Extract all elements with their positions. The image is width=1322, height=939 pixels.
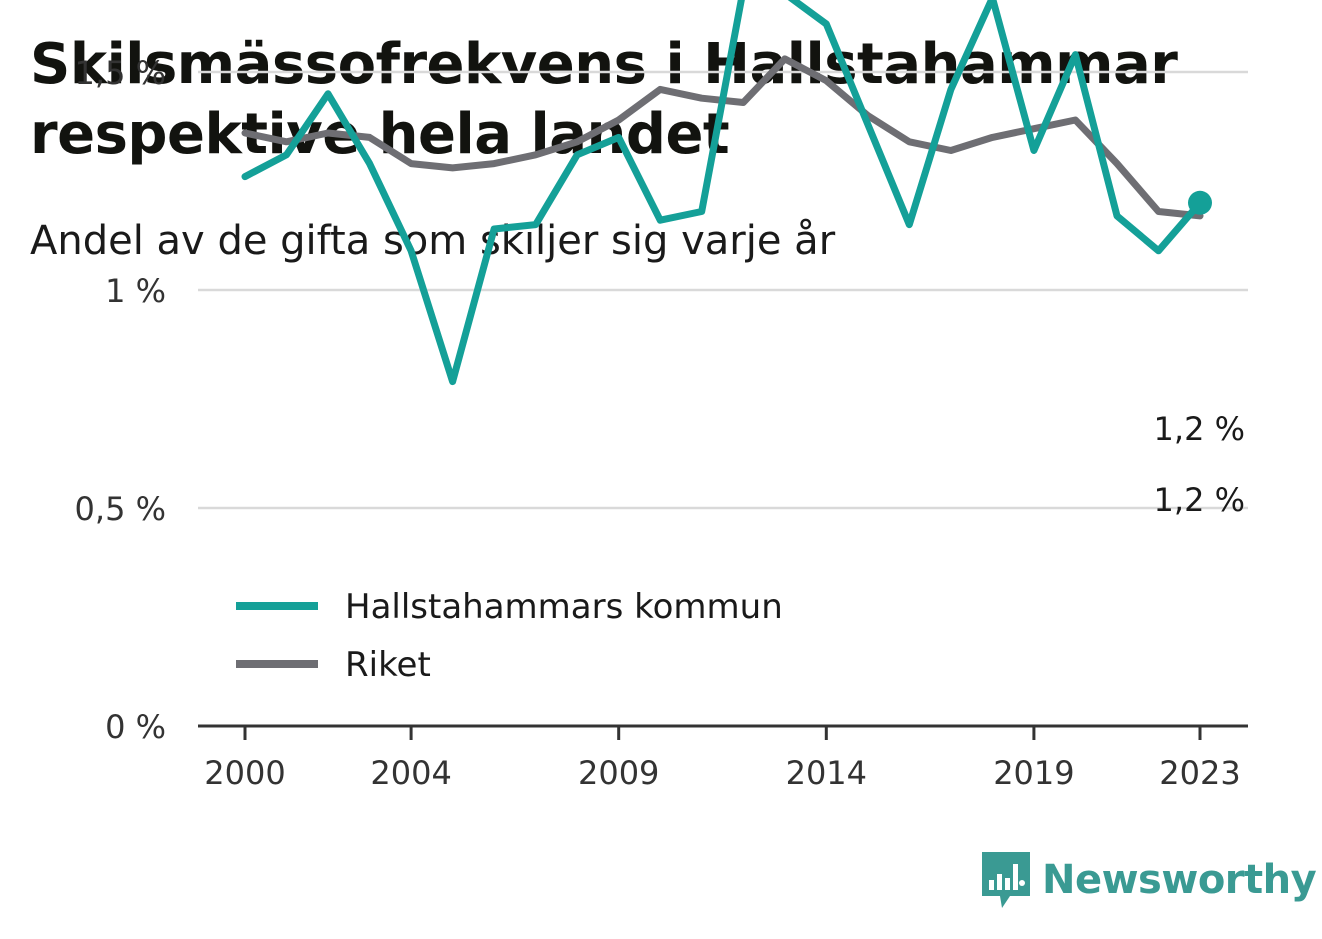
end-label-hallstahammar: 1,2 % (1154, 410, 1245, 448)
x-tick-label: 2009 (578, 754, 659, 792)
x-tick-label: 2004 (370, 754, 451, 792)
x-tick-label: 2014 (786, 754, 867, 792)
x-tick-label: 2023 (1159, 754, 1240, 792)
brand-name: Newsworthy (1042, 857, 1317, 903)
brand-logo: Newsworthy (980, 850, 1317, 910)
y-tick-label: 1,5 % (75, 54, 166, 92)
y-tick-label: 0 % (105, 708, 166, 746)
legend-label: Hallstahammars kommun (345, 587, 783, 627)
legend-background (220, 578, 820, 698)
legend-label: Riket (345, 645, 431, 685)
x-tick-label: 2019 (993, 754, 1074, 792)
x-tick-label: 2000 (204, 754, 285, 792)
chart-title: Skilsmässofrekvens i Hallstahammar respe… (30, 32, 1178, 167)
y-tick-label: 1 % (105, 272, 166, 310)
y-tick-label: 0,5 % (75, 490, 166, 528)
series-line-hallstahammar (241, 0, 1204, 386)
bar-chart-logo-icon (982, 852, 1030, 908)
end-label-riket: 1,2 % (1154, 481, 1245, 519)
end-point-hallstahammar (1188, 190, 1212, 215)
chart-subtitle: Andel av de gifta som skiljer sig varje … (30, 218, 836, 264)
